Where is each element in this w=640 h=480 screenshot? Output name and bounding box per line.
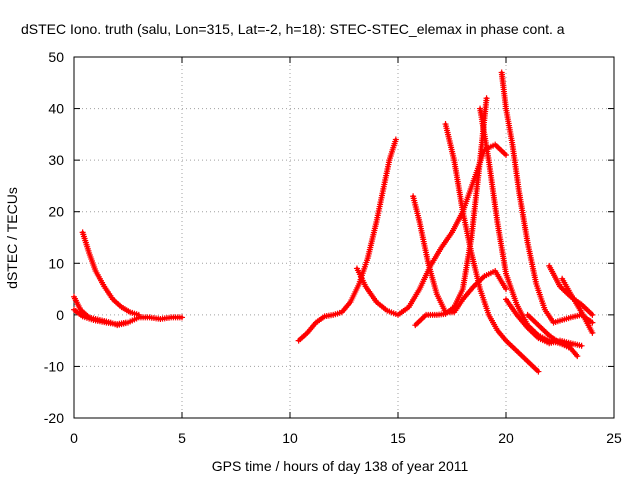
data-point [589,319,596,326]
x-tick-labels: 0 5 10 15 20 25 [70,430,622,446]
x-tick-label: 5 [178,430,186,446]
x-tick-label: 10 [282,430,298,446]
y-tick-label: -10 [44,358,64,374]
series-line [297,138,398,343]
series-line [81,230,141,317]
data-point [483,95,490,102]
data-point [179,314,185,321]
y-tick-label: 40 [48,101,64,117]
data-point [535,368,542,375]
x-tick-label: 0 [70,430,78,446]
data-series [71,69,596,375]
data-point [122,319,129,326]
y-tick-label: 10 [48,255,64,271]
y-axis-label: dSTEC / TECUs [4,187,20,289]
plot-frame [73,56,615,419]
data-point [589,329,596,336]
data-point [135,311,142,318]
data-point [567,342,574,349]
y-tick-labels: -20 -10 0 10 20 30 40 50 [44,49,64,426]
y-tick-label: 20 [48,204,64,220]
y-tick-label: 30 [48,152,64,168]
series-8 [412,95,490,329]
data-point [503,151,509,158]
data-point [574,353,581,360]
series-14 [559,275,596,336]
x-tick-label: 15 [390,430,406,446]
data-point [503,286,509,293]
x-axis-label: GPS time / hours of day 138 of year 2011 [212,458,469,474]
series-line [444,122,540,374]
x-tick-label: 25 [606,430,622,446]
x-tick-label: 20 [498,430,514,446]
series-7 [442,121,542,375]
data-point [578,342,585,349]
series-3 [79,229,142,318]
series-line [355,143,508,317]
series-10 [498,69,596,326]
series-2 [71,306,129,328]
axis-ticks [73,56,615,419]
series-line [500,70,594,325]
chart-title: dSTEC Iono. truth (salu, Lon=315, Lat=-2… [21,21,565,37]
y-tick-label: 50 [48,49,64,65]
y-tick-label: 0 [56,307,64,323]
series-12 [524,311,574,349]
series-6 [410,193,509,316]
data-point [392,136,399,143]
series-4 [295,136,399,344]
series-5 [353,141,509,318]
y-tick-label: -20 [44,410,64,426]
data-point [589,311,596,318]
